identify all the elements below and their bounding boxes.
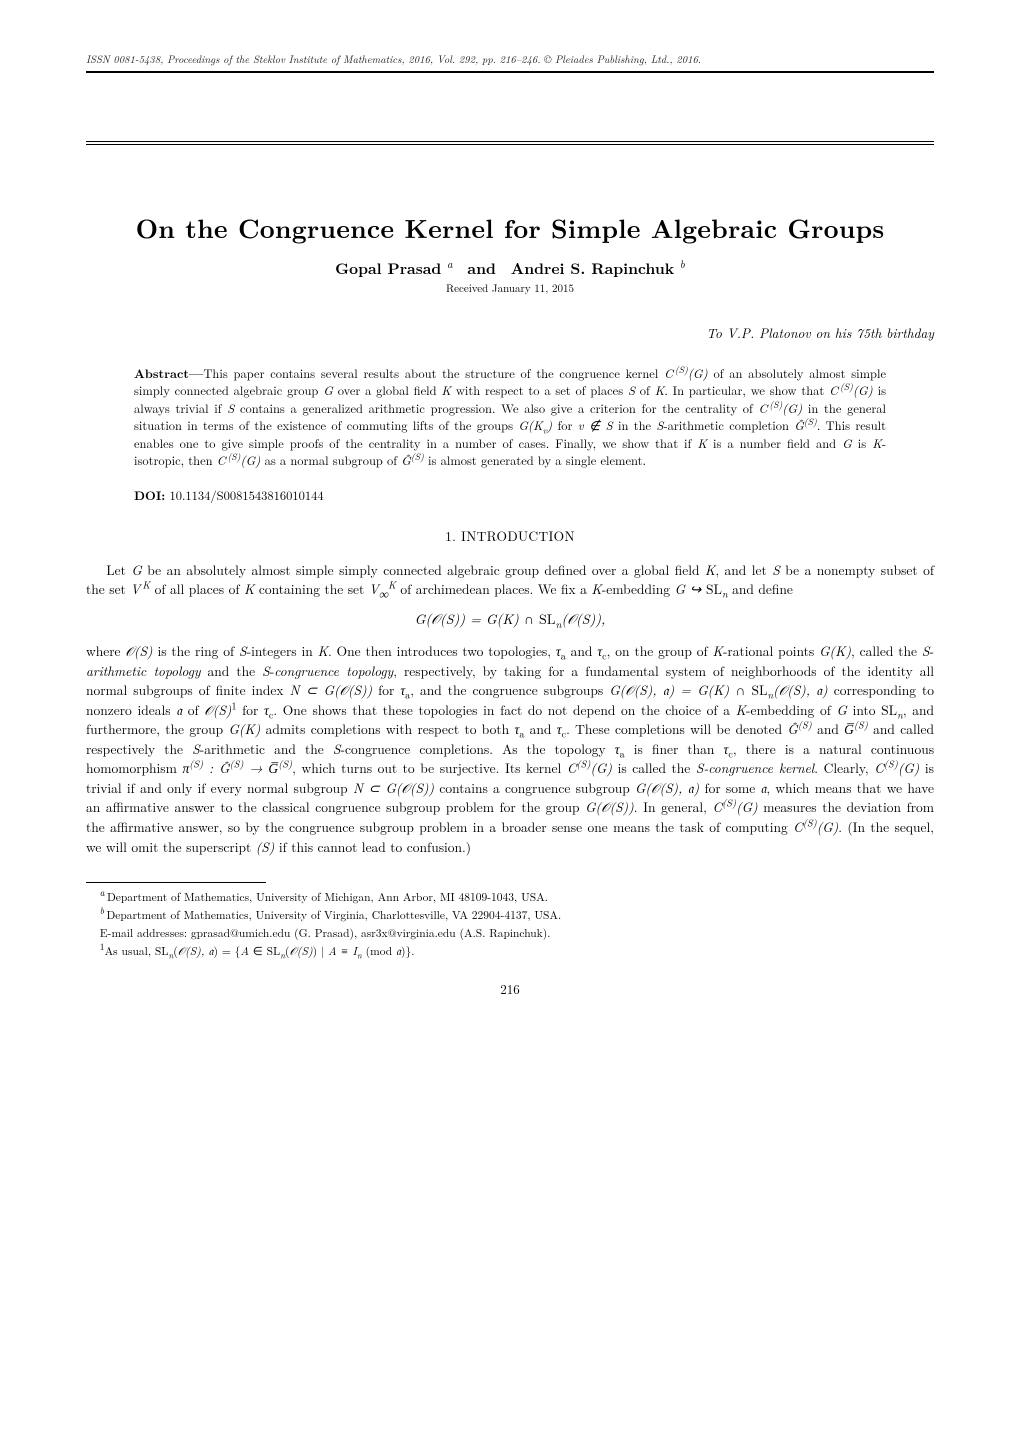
doi-label: DOI:: [134, 486, 165, 504]
abstract-label: Abstract—: [134, 364, 203, 382]
footnote-1: 1As usual, SLn(𝒪(S), 𝔞) = {A ∈ SLn(𝒪(S))…: [86, 943, 934, 959]
page-number: 216: [86, 980, 934, 999]
intro-para-2: where 𝒪(S) is the ring of S-integers in …: [86, 641, 934, 856]
authors: Gopal Prasad a and Andrei S. Rapinchuk b: [86, 257, 934, 279]
footnote-rule: [86, 882, 266, 883]
section-heading: 1. INTRODUCTION: [86, 526, 934, 546]
doi-value: 10.1134/S0081543816010144: [169, 486, 323, 504]
affiliation-b: b Department of Mathematics, University …: [86, 907, 934, 923]
intro-para-1: Let G be an absolutely almost simple sim…: [86, 560, 934, 599]
header-rule: [86, 141, 934, 145]
display-equation-1: G(𝒪(S)) = G(K) ∩ SLn(𝒪(S)),: [86, 609, 934, 629]
dedication: To V.P. Platonov on his 75th birthday: [86, 323, 934, 343]
journal-header: ISSN 0081-5438, Proceedings of the Stekl…: [86, 52, 934, 73]
doi: DOI: 10.1134/S0081543816010144: [134, 486, 886, 504]
paper-page: ISSN 0081-5438, Proceedings of the Stekl…: [0, 0, 1020, 1038]
journal-header-text: ISSN 0081-5438, Proceedings of the Stekl…: [86, 52, 701, 67]
email-addresses: E-mail addresses: gprasad@umich.edu (G. …: [86, 925, 934, 941]
affiliation-a: a Department of Mathematics, University …: [86, 889, 934, 905]
abstract-text: This paper contains several results abou…: [134, 364, 886, 470]
paper-title: On the Congruence Kernel for Simple Alge…: [86, 209, 934, 247]
received-date: Received January 11, 2015: [86, 281, 934, 297]
abstract: Abstract—This paper contains several res…: [134, 365, 886, 470]
